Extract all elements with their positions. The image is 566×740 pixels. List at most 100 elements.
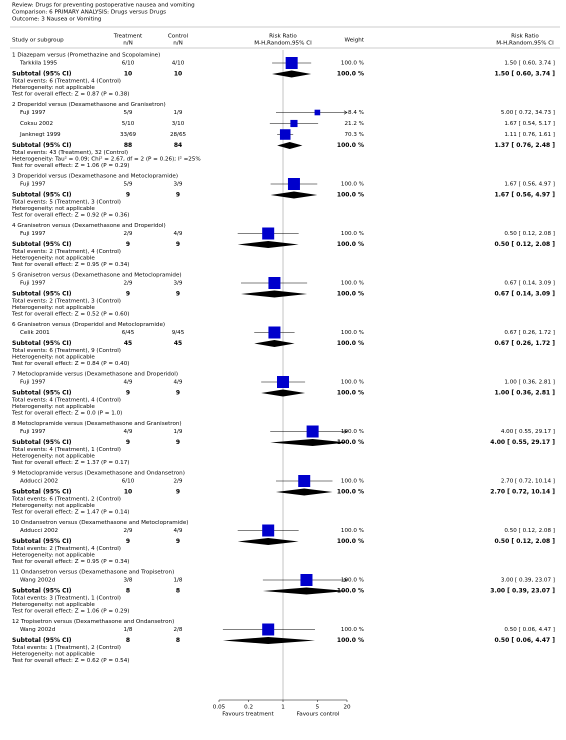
- treatment-count: 6/10: [122, 479, 135, 485]
- study-name: Wang 2002d: [20, 627, 56, 633]
- subtotal-control: 45: [174, 340, 182, 347]
- effect-label: 0.50 [ 0.06, 4.47 ]: [504, 627, 555, 633]
- subtotal-diamond: [270, 191, 318, 199]
- study-name: Janknegt 1999: [19, 132, 61, 138]
- group-title: 2 Droperidol versus (Dexamethasone and G…: [12, 102, 166, 108]
- subtotal-label: Subtotal (95% CI): [12, 241, 72, 248]
- study-square: [279, 129, 291, 140]
- col-control-unit: n/N: [173, 41, 183, 47]
- group-title: 1 Diazepam versus (Promethazine and Scop…: [12, 53, 160, 59]
- group-note: Test for overall effect: Z = 0.95 (P = 0…: [11, 262, 129, 268]
- col-effect-unit: M-H,Random,95% CI: [496, 41, 554, 47]
- subtotal-treatment: 8: [126, 637, 130, 644]
- study-name: Wang 2002d: [20, 578, 56, 584]
- subtotal-effect: 1.00 [ 0.36, 2.81 ]: [494, 390, 555, 397]
- subtotal-label: Subtotal (95% CI): [12, 71, 72, 78]
- subtotal-treatment: 8: [126, 588, 130, 595]
- weight: 100.0 %: [341, 528, 364, 534]
- subtotal-effect: 0.67 [ 0.14, 3.09 ]: [494, 291, 555, 298]
- study-square: [277, 376, 289, 388]
- weight: 100.0 %: [341, 231, 364, 237]
- weight: 100.0 %: [341, 281, 364, 287]
- group-title: 5 Granisetron versus (Dexamethasone and …: [12, 273, 182, 279]
- subtotal-label: Subtotal (95% CI): [12, 637, 72, 644]
- subtotal-effect: 4.00 [ 0.55, 29.17 ]: [490, 439, 555, 446]
- study-square: [306, 425, 319, 438]
- treatment-count: 6/10: [122, 61, 135, 67]
- subtotal-diamond: [275, 488, 333, 496]
- col-plot-unit: M-H,Random,95% CI: [254, 41, 312, 47]
- control-count: 2/9: [173, 479, 182, 485]
- subtotal-label: Subtotal (95% CI): [12, 588, 72, 595]
- study-name: Adducci 2002: [20, 479, 58, 485]
- favours-left: Favours treatment: [222, 712, 274, 718]
- subtotal-effect: 0.50 [ 0.12, 2.08 ]: [494, 241, 555, 248]
- weight: 21.2 %: [344, 121, 364, 127]
- study-square: [262, 524, 275, 537]
- subtotal-effect: 2.70 [ 0.72, 10.14 ]: [490, 489, 555, 496]
- treatment-count: 5/9: [123, 182, 132, 188]
- group-note: Test for overall effect: Z = 0.52 (P = 0…: [11, 312, 129, 318]
- study-name: Fuji 1997: [20, 281, 46, 287]
- subtotal-diamond: [270, 439, 347, 446]
- subtotal-weight: 100.0 %: [337, 637, 364, 644]
- group-note: Heterogeneity: not applicable: [12, 503, 95, 509]
- subtotal-diamond: [277, 142, 303, 149]
- subtotal-treatment: 10: [124, 489, 132, 496]
- weight: 8.4 %: [348, 110, 364, 116]
- control-count: 9/45: [172, 330, 185, 336]
- group-note: Total events: 5 (Treatment), 3 (Control): [11, 200, 121, 206]
- study-name: Tarkkila 1995: [19, 61, 58, 67]
- subtotal-weight: 100.0 %: [337, 291, 364, 298]
- group-note: Test for overall effect: Z = 0.92 (P = 0…: [11, 213, 129, 219]
- effect-label: 4.00 [ 0.55, 29.17 ]: [501, 429, 555, 435]
- group-note: Heterogeneity: not applicable: [12, 553, 95, 559]
- x-tick-label: 5: [316, 705, 320, 711]
- favours-right: Favours control: [297, 712, 340, 718]
- subtotal-control: 9: [176, 390, 180, 397]
- weight: 100.0 %: [341, 182, 364, 188]
- subtotal-weight: 100.0 %: [337, 142, 364, 149]
- control-count: 4/9: [173, 380, 182, 386]
- subtotal-weight: 100.0 %: [337, 439, 364, 446]
- group-note: Test for overall effect: Z = 0.87 (P = 0…: [11, 92, 129, 98]
- effect-label: 1.00 [ 0.36, 2.81 ]: [504, 380, 555, 386]
- study-name: Fuji 1997: [20, 231, 46, 237]
- subtotal-diamond: [254, 340, 295, 347]
- subtotal-treatment: 9: [126, 390, 130, 397]
- subtotal-weight: 100.0 %: [337, 340, 364, 347]
- subtotal-control: 9: [176, 439, 180, 446]
- subtotal-label: Subtotal (95% CI): [12, 291, 72, 298]
- ci-arrow: [343, 429, 348, 434]
- treatment-count: 6/45: [122, 330, 135, 336]
- treatment-count: 2/9: [123, 281, 132, 287]
- subtotal-diamond: [237, 538, 299, 545]
- group-note: Heterogeneity: not applicable: [12, 256, 95, 262]
- treatment-count: 2/9: [123, 231, 132, 237]
- group-note: Test for overall effect: Z = 0.62 (P = 0…: [11, 658, 129, 664]
- treatment-count: 1/8: [123, 627, 132, 633]
- subtotal-label: Subtotal (95% CI): [12, 390, 72, 397]
- study-square: [287, 178, 300, 190]
- weight: 100.0 %: [341, 578, 364, 584]
- study-square: [298, 475, 311, 487]
- subtotal-treatment: 9: [126, 291, 130, 298]
- treatment-count: 4/9: [123, 380, 132, 386]
- group-note: Heterogeneity: not applicable: [12, 305, 95, 311]
- treatment-count: 5/9: [123, 110, 132, 116]
- subtotal-label: Subtotal (95% CI): [12, 439, 72, 446]
- treatment-count: 3/8: [123, 578, 132, 584]
- subtotal-effect: 1.67 [ 0.56, 4.97 ]: [494, 192, 555, 199]
- group-note: Test for overall effect: Z = 0.95 (P = 0…: [11, 559, 129, 565]
- x-tick-label: 1: [281, 705, 285, 711]
- control-count: 4/9: [173, 528, 182, 534]
- subtotal-control: 9: [176, 241, 180, 248]
- group-title: 10 Ondansetron versus (Dexamethasone and…: [12, 520, 188, 526]
- effect-label: 1.67 [ 0.56, 4.97 ]: [504, 182, 555, 188]
- study-name: Coksu 2002: [20, 121, 53, 127]
- subtotal-diamond: [237, 241, 299, 248]
- subtotal-diamond: [261, 389, 306, 397]
- group-title: 4 Granisetron versus (Dexamethasone and …: [12, 223, 166, 229]
- study-name: Adducci 2002: [20, 528, 58, 534]
